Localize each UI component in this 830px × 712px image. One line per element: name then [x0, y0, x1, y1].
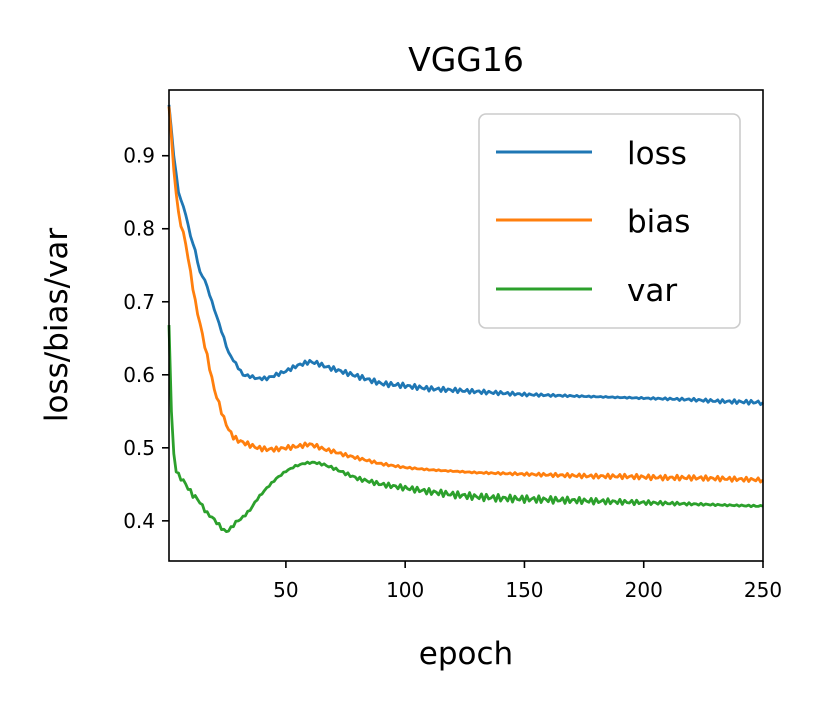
y-axis-label: loss/bias/var — [39, 228, 75, 423]
legend-label-loss: loss — [627, 136, 687, 172]
series-line-loss — [167, 104, 764, 407]
x-ticks: 50 100 150 200 250 — [273, 561, 782, 602]
x-tick-label: 250 — [744, 578, 782, 602]
x-tick-label: 200 — [625, 578, 663, 602]
x-tick-label: 150 — [505, 578, 543, 602]
y-tick-label: 0.5 — [123, 436, 155, 460]
chart-title: VGG16 — [408, 40, 524, 79]
legend-label-bias: bias — [627, 204, 690, 240]
y-tick-label: 0.8 — [123, 217, 155, 241]
y-ticks: 0.4 0.5 0.6 0.7 0.8 0.9 — [123, 144, 169, 533]
x-tick-label: 100 — [386, 578, 424, 602]
series-line-var — [167, 325, 764, 533]
x-axis-label: epoch — [419, 636, 513, 672]
legend-label-var: var — [627, 273, 677, 309]
y-tick-label: 0.4 — [123, 509, 155, 533]
series-layer — [167, 104, 764, 533]
x-tick-label: 50 — [273, 578, 298, 602]
series-line-bias — [167, 106, 764, 484]
legend-box — [478, 113, 741, 329]
y-tick-label: 0.6 — [123, 363, 155, 387]
plot-frame — [168, 89, 764, 562]
y-tick-label: 0.7 — [123, 290, 155, 314]
y-tick-label: 0.9 — [123, 144, 155, 168]
legend: loss bias var — [478, 113, 741, 329]
